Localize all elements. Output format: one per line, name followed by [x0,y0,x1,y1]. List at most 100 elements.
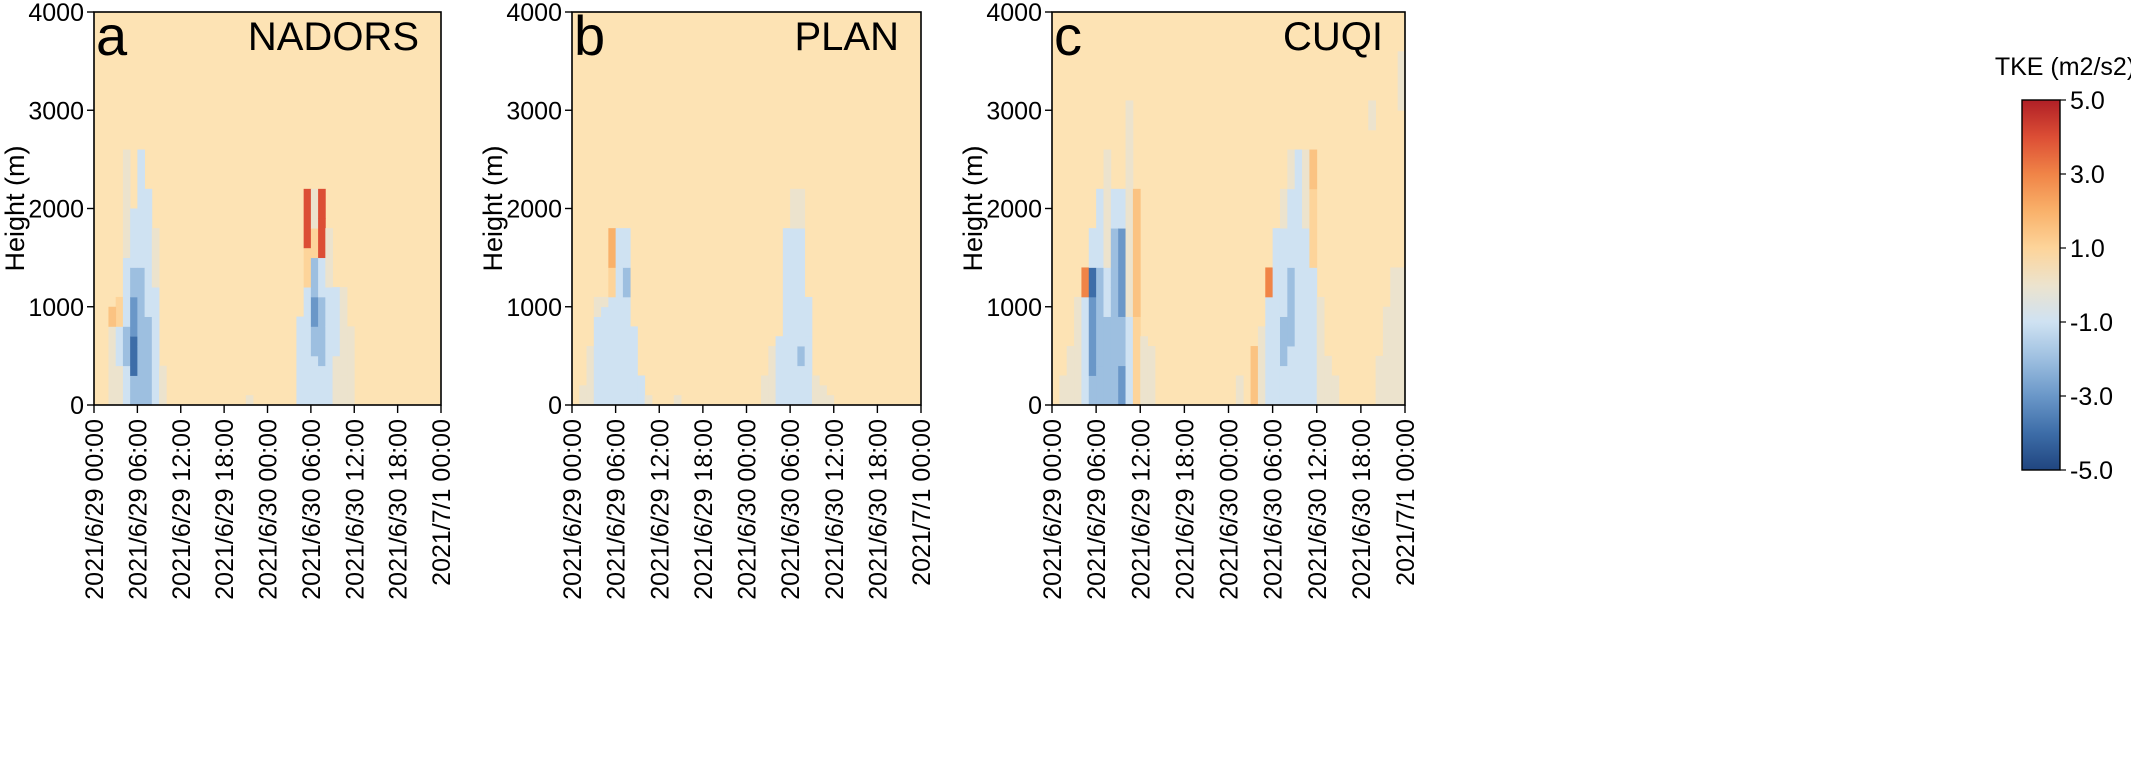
y-axis-title: Height (m) [0,145,30,271]
heatmap-cell [310,228,319,259]
x-tick-label: 2021/7/1 00:00 [908,419,936,586]
x-tick-label: 2021/6/30 00:00 [255,419,283,600]
heatmap-cell [1368,100,1376,131]
heatmap-cell [115,296,124,327]
heatmap-cell [347,355,355,406]
heatmap-cell [339,287,348,376]
y-tick-label: 4000 [986,0,1042,27]
colorbar-tick-label: 1.0 [2070,235,2105,263]
heatmap-cell [144,316,153,406]
heatmap-cell [601,296,609,308]
heatmap-cell [1066,346,1075,406]
heatmap-cell [1096,188,1104,268]
heatmap-cell [122,365,131,406]
y-tick-label: 3000 [506,97,562,125]
heatmap-cell [108,326,117,406]
y-tick-label: 1000 [506,294,562,322]
heatmap-cell [1103,316,1112,386]
heatmap-cell [1074,336,1082,406]
x-tick-label: 2021/6/30 00:00 [734,419,762,600]
heatmap-cell [310,355,319,406]
heatmap-cell [797,188,806,229]
heatmap-cell [332,287,341,357]
heatmap-cell [1074,296,1082,337]
heatmap-cell [775,336,784,406]
colorbar-tick-label: 3.0 [2070,161,2105,189]
heatmap-cell [1118,316,1126,367]
x-tick-label: 2021/6/30 12:00 [1304,419,1332,600]
heatmap-cell [1103,385,1112,406]
heatmap-cell [1110,188,1119,229]
heatmap-cell [296,316,305,357]
heatmap-cell [826,395,835,406]
heatmap-cell [1110,375,1119,406]
heatmap-cell [579,385,587,406]
heatmap-cell [608,228,617,268]
heatmap-cell [593,316,602,406]
heatmap-cell [622,228,631,268]
x-tick-label: 2021/6/30 18:00 [1348,419,1376,600]
heatmap-cell [1235,375,1244,406]
heatmap-cell [1397,51,1406,111]
heatmap-cell [303,336,312,406]
heatmap-cell [1309,188,1318,268]
panels: 0 1000 2000 3000 4000 Height (m) 2021/6/29 00:… [0,0,1420,600]
heatmap-cell [797,228,806,347]
y-tick-label: 3000 [986,97,1042,125]
heatmap-cell [151,228,160,288]
heatmap-cell [1081,296,1090,347]
x-tick-label: 2021/6/29 12:00 [168,419,196,600]
heatmap-cell [1132,188,1141,317]
heatmap-cell [797,346,806,367]
heatmap-cell [159,365,167,406]
heatmap-cell [1118,267,1126,317]
heatmap-cell [804,336,813,406]
x-tick-label: 2021/6/30 06:00 [777,419,805,600]
heatmap-cell [1118,228,1126,268]
heatmap-cell [1279,316,1288,367]
heatmap-cell [1309,346,1318,406]
heatmap-cell [1132,316,1141,406]
heatmap-cell [1110,287,1119,376]
y-tick-label: 1000 [986,294,1042,322]
heatmap-cell [122,326,131,367]
heatmap-cell [303,188,312,249]
heatmap-cell [115,326,124,367]
heatmap-cell [1316,296,1325,337]
heatmap-cell [318,218,326,259]
heatmap-cell [1382,326,1391,406]
heatmap-cell [1390,267,1399,298]
x-tick-label: 2021/6/29 00:00 [1039,419,1067,600]
heatmap-cell [318,365,326,406]
heatmap-cell [1103,149,1112,268]
x-tick-label: 2021/6/29 06:00 [603,419,631,600]
heatmap-cell [245,395,254,406]
heatmap-cell [644,395,653,406]
heatmap-cell [1287,188,1296,268]
heatmap-cell [1294,149,1303,268]
heatmap-cell [768,346,776,406]
heatmap-cell [1309,267,1318,347]
heatmap-cell [1125,149,1134,317]
heatmap-cell [1088,296,1097,376]
heatmap-cell [310,326,319,357]
heatmap-cell [339,375,348,406]
heatmap-cell [1272,228,1281,268]
heatmap-cell [303,247,312,288]
heatmap-cell [593,296,602,317]
heatmap-cell [1118,365,1126,406]
colorbar-tick-label: 5.0 [2070,87,2105,115]
heatmap-cell [1397,267,1406,406]
heatmap-cell [1324,355,1332,406]
x-tick-label: 2021/6/29 06:00 [1083,419,1111,600]
heatmap-cell [601,306,609,357]
y-tick-label: 4000 [506,0,562,27]
panel-title: PLAN [795,15,900,59]
heatmap-cell [1081,267,1090,298]
heatmap-cell [318,257,326,298]
y-tick-label: 2000 [986,196,1042,224]
heatmap-cell [615,228,624,288]
heatmap-cell [151,287,160,406]
x-tick-label: 2021/6/29 00:00 [81,419,109,600]
heatmap-cell [1265,267,1274,298]
